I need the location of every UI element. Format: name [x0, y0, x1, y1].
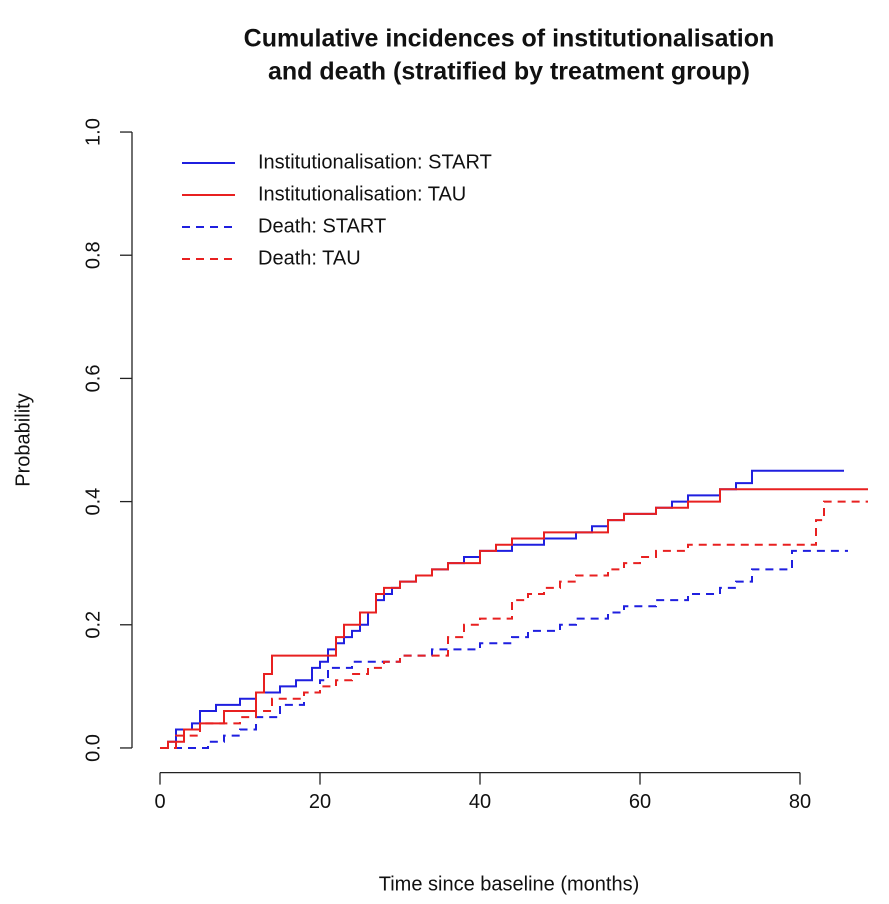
chart-title: and death (stratified by treatment group… — [268, 58, 750, 86]
y-tick-label: 1.0 — [82, 118, 104, 146]
step-line — [160, 549, 848, 749]
y-axis-label: Probability — [12, 393, 34, 486]
y-tick-label: 0.4 — [82, 488, 104, 516]
y-tick-label: 0.6 — [82, 365, 104, 393]
chart-title: Cumulative incidences of institutionalis… — [244, 25, 775, 53]
legend-label: Institutionalisation: START — [258, 151, 492, 173]
legend-label: Institutionalisation: TAU — [258, 183, 466, 205]
step-line — [160, 500, 868, 749]
step-line — [160, 469, 844, 749]
x-tick-label: 80 — [789, 791, 811, 813]
y-tick-label: 0.0 — [82, 734, 104, 762]
x-tick-label: 60 — [629, 791, 651, 813]
x-tick-label: 0 — [154, 791, 165, 813]
x-axis-label: Time since baseline (months) — [379, 873, 639, 895]
y-tick-label: 0.2 — [82, 611, 104, 639]
y-tick-label: 0.8 — [82, 241, 104, 269]
legend-label: Death: START — [258, 215, 386, 237]
legend-label: Death: TAU — [258, 247, 361, 269]
x-tick-label: 40 — [469, 791, 491, 813]
step-line — [160, 488, 868, 749]
x-tick-label: 20 — [309, 791, 331, 813]
